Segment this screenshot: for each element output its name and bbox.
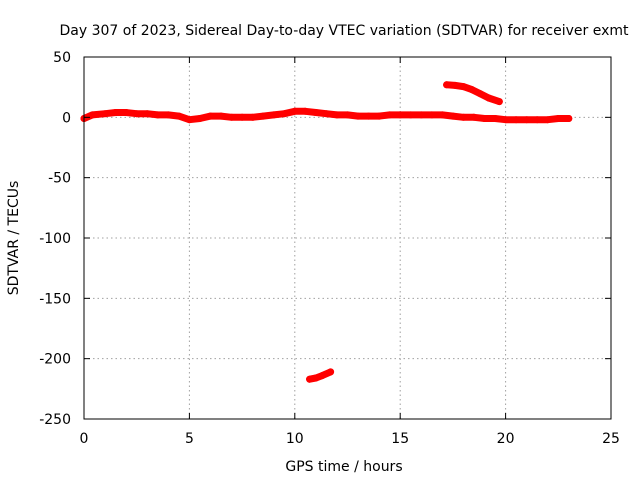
x-tick-label: 5 [185,431,194,447]
data-point [306,375,314,383]
data-point [185,116,193,124]
data-point [443,81,451,89]
data-point [249,113,257,121]
data-point [291,107,299,115]
data-point [417,111,425,119]
data-point [196,115,204,122]
data-point [476,90,484,98]
data-point [470,113,478,121]
data-layer [80,81,573,383]
data-point [133,110,141,118]
data-point [495,98,503,106]
data-point [365,112,373,120]
data-point [468,86,476,94]
data-point [101,110,109,118]
data-point [175,112,183,120]
data-point [523,116,531,124]
data-point [491,115,499,122]
y-tick-label: -150 [39,291,71,307]
data-point [375,112,383,120]
data-point [451,81,459,89]
data-point [270,111,278,119]
data-point [344,111,351,119]
data-point [481,115,488,122]
data-point [459,83,467,91]
data-point [217,112,225,120]
ticks [83,56,612,420]
data-point [322,110,330,118]
x-tick-labels: 0 5 10 15 20 25 [80,431,620,447]
data-point [533,116,541,124]
y-tick-label: 0 [62,110,71,126]
data-point [428,111,436,119]
data-point [354,112,362,120]
data-point [143,110,151,118]
x-tick-label: 0 [80,431,89,447]
y-tick-label: -50 [48,171,71,187]
data-point [485,94,493,102]
data-point [318,372,326,380]
series-arc-low [306,368,335,383]
data-point [386,111,394,119]
y-axis-label: SDTVAR / TECUs [6,181,22,296]
y-tick-label: -100 [39,231,71,247]
data-point [333,111,341,119]
x-tick-label: 20 [497,431,515,447]
x-tick-label: 15 [391,431,409,447]
chart-title: Day 307 of 2023, Sidereal Day-to-day VTE… [60,23,630,39]
data-point [396,111,404,119]
y-tick-label: 50 [53,50,71,66]
data-point [312,109,320,116]
data-point [438,111,446,119]
x-axis-label: GPS time / hours [285,459,402,475]
grid [84,57,611,419]
data-point [544,116,552,124]
y-tick-label: -200 [39,352,71,368]
data-point [301,107,309,115]
data-point [259,112,267,120]
data-point [238,113,246,121]
series-main [80,107,573,124]
data-point [565,115,573,122]
data-point [207,112,214,120]
data-point [122,109,130,116]
y-tick-label: -250 [39,412,71,428]
data-point [88,111,96,119]
data-point [554,115,562,122]
data-point [228,113,236,121]
x-tick-label: 25 [602,431,620,447]
data-point [327,368,335,376]
data-point [280,110,288,118]
plot-frame [83,56,612,420]
data-point [502,116,510,124]
y-tick-labels: 50 0 -50 -100 -150 -200 -250 [39,50,71,428]
data-point [459,113,467,121]
data-point [407,111,415,119]
x-tick-label: 10 [286,431,304,447]
series-arc-high [443,81,503,106]
data-point [312,374,320,382]
data-point [512,116,520,124]
data-point [449,112,457,120]
data-point [164,111,172,119]
data-point [154,111,162,119]
data-point [112,109,120,116]
